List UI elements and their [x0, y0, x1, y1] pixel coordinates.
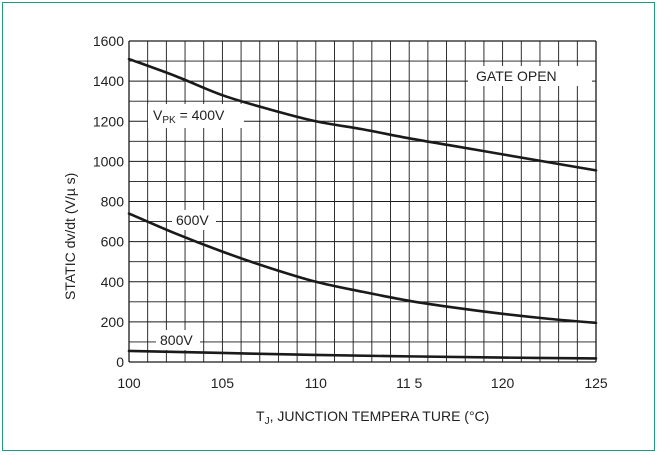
y-tick-label: 1400: [93, 73, 124, 89]
condition-label-bg: [468, 66, 592, 86]
tick-labels: 0 200 400 600 800 1000 1200 1400 1600 100 105 110 11…: [93, 33, 608, 391]
condition-label: GATE OPEN: [476, 68, 557, 84]
label-600v: 600V: [176, 212, 209, 228]
x-tick-label: 100: [117, 375, 141, 391]
y-tick-label: 200: [101, 314, 125, 330]
label-800v-bg: [156, 330, 200, 350]
y-tick-label: 400: [101, 274, 125, 290]
y-tick-label: 0: [116, 354, 124, 370]
x-tick-label: 11 5: [396, 375, 422, 391]
y-tick-label: 1200: [93, 113, 124, 129]
label-400v-bg: [148, 104, 244, 128]
x-axis-title: TJ, JUNCTION TEMPERA TURE (°C): [256, 408, 489, 427]
label-400v: VPK = 400V: [153, 107, 225, 126]
curves: [127, 57, 598, 360]
y-tick-label: 600: [101, 234, 125, 250]
y-tick-label: 800: [101, 194, 125, 210]
y-axis-title: STATIC dv/dt (V/µ s): [62, 173, 78, 300]
grid: [128, 40, 597, 363]
x-tick-label: 105: [211, 375, 235, 391]
series-line-800v: [127, 349, 598, 360]
x-tick-label: 110: [305, 375, 328, 391]
series-line-400v: [127, 57, 598, 172]
x-tick-label: 120: [491, 375, 515, 391]
x-tick-label: 125: [584, 375, 608, 391]
y-tick-label: 1000: [93, 153, 124, 169]
label-600v-bg: [172, 210, 216, 230]
series-line-600v: [127, 212, 598, 325]
label-800v: 800V: [160, 332, 193, 348]
y-tick-label: 1600: [93, 33, 124, 49]
